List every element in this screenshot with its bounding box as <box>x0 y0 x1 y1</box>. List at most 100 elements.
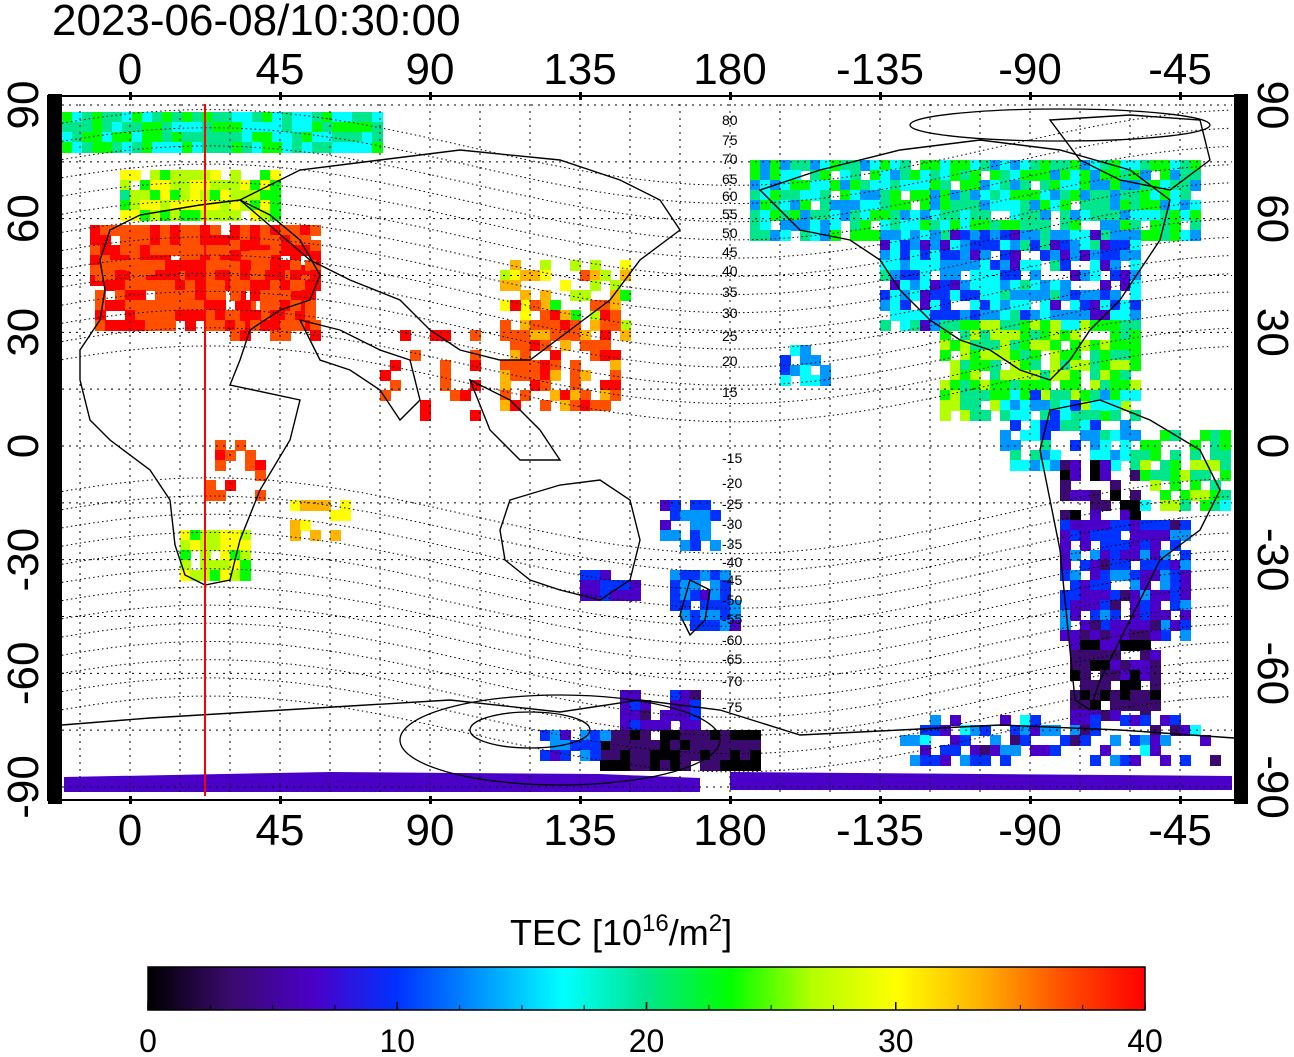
tec-cell <box>970 725 981 736</box>
tec-cell <box>1130 630 1141 641</box>
tec-cell <box>760 180 771 191</box>
tec-cell <box>252 132 263 143</box>
tec-cell <box>940 410 951 421</box>
tec-cell <box>600 580 611 591</box>
tec-cell <box>1040 250 1051 261</box>
tec-cell <box>1140 450 1151 461</box>
tec-cell <box>1050 450 1061 461</box>
tec-cell <box>185 290 196 301</box>
tec-cell <box>1000 440 1011 451</box>
tec-cell <box>420 400 431 411</box>
tec-cell <box>1150 190 1161 201</box>
tec-cell <box>940 250 951 261</box>
tec-cell <box>162 142 173 153</box>
tec-cell <box>272 132 283 143</box>
tec-cell <box>940 745 951 756</box>
tec-cell <box>970 300 981 311</box>
tec-cell <box>750 750 761 761</box>
coastlines <box>61 114 1235 739</box>
mag-lat-label: -55 <box>722 611 742 627</box>
tec-cell <box>210 245 221 256</box>
tec-cell <box>240 330 251 341</box>
tec-cell <box>1160 200 1171 211</box>
tec-cell <box>1200 735 1211 746</box>
tec-cell <box>210 540 221 551</box>
tec-cell <box>560 340 571 351</box>
tec-cell <box>1150 230 1161 241</box>
tec-cell <box>850 200 861 211</box>
tec-cell <box>1070 520 1081 531</box>
tec-cell <box>820 220 831 231</box>
tec-cell <box>630 750 641 761</box>
tec-cell <box>1180 530 1191 541</box>
tec-cell <box>940 220 951 231</box>
tec-cell <box>1040 450 1051 461</box>
tec-cell <box>980 220 991 231</box>
tec-cell <box>1100 600 1111 611</box>
coastline-segment <box>679 578 711 637</box>
tec-cell <box>1050 280 1061 291</box>
tec-cell <box>1140 210 1151 221</box>
tec-cell <box>1130 580 1141 591</box>
tec-cell <box>1100 580 1111 591</box>
tec-cell <box>1190 160 1201 171</box>
tec-cell <box>215 320 226 331</box>
tec-cell <box>1110 260 1121 271</box>
tec-cell <box>940 380 951 391</box>
tec-cell <box>930 725 941 736</box>
tec-cell <box>900 310 911 321</box>
tec-cell <box>102 112 113 123</box>
tec-cell <box>520 370 531 381</box>
tec-cell <box>250 190 261 201</box>
tec-cell <box>1140 620 1151 631</box>
tec-cell <box>1170 540 1181 551</box>
tec-cell <box>1110 490 1121 501</box>
tec-cell <box>250 235 261 246</box>
tec-cell <box>1140 600 1151 611</box>
tec-cell <box>800 200 811 211</box>
tec-cell <box>1100 390 1111 401</box>
tec-cell <box>1010 450 1021 461</box>
tec-cell <box>290 225 301 236</box>
coastline-segment <box>499 479 641 601</box>
tec-cell <box>380 370 391 381</box>
tec-cell <box>145 320 156 331</box>
tec-cell <box>1080 540 1091 551</box>
tec-cell <box>1130 530 1141 541</box>
tec-cell <box>1130 660 1141 671</box>
tec-cell <box>1210 460 1221 471</box>
tec-cell <box>1110 560 1121 571</box>
tec-cell <box>1100 745 1111 756</box>
tec-cell <box>940 240 951 251</box>
tec-cell <box>640 750 651 761</box>
tec-cell <box>930 320 941 331</box>
tec-cell <box>1130 500 1141 511</box>
tec-cell <box>215 460 226 471</box>
lon-tick-top: 180 <box>693 45 766 94</box>
tec-cell <box>1160 755 1171 766</box>
tec-cell <box>1080 290 1091 301</box>
tec-cell <box>330 530 341 541</box>
tec-cell <box>670 710 681 721</box>
tec-cell <box>690 500 701 511</box>
tec-cell <box>1210 500 1221 511</box>
tec-cell <box>1080 620 1091 631</box>
tec-cell <box>1200 460 1211 471</box>
mag-lat-label: 80 <box>722 112 738 128</box>
tec-cell <box>1040 440 1051 451</box>
tec-cell <box>710 750 721 761</box>
tec-cell <box>660 520 671 531</box>
tec-cell <box>115 270 126 281</box>
colorbar-tick-label: 40 <box>1127 1023 1163 1057</box>
coastline-segment <box>758 139 1171 381</box>
tec-cell <box>195 310 206 321</box>
tec-cell <box>970 180 981 191</box>
tec-cell <box>990 300 1001 311</box>
tec-cell <box>970 320 981 331</box>
tec-cell <box>1190 200 1201 211</box>
tec-cell <box>1070 670 1081 681</box>
tec-cell <box>1020 290 1031 301</box>
tec-cell <box>1150 560 1161 571</box>
tec-cell <box>920 180 931 191</box>
